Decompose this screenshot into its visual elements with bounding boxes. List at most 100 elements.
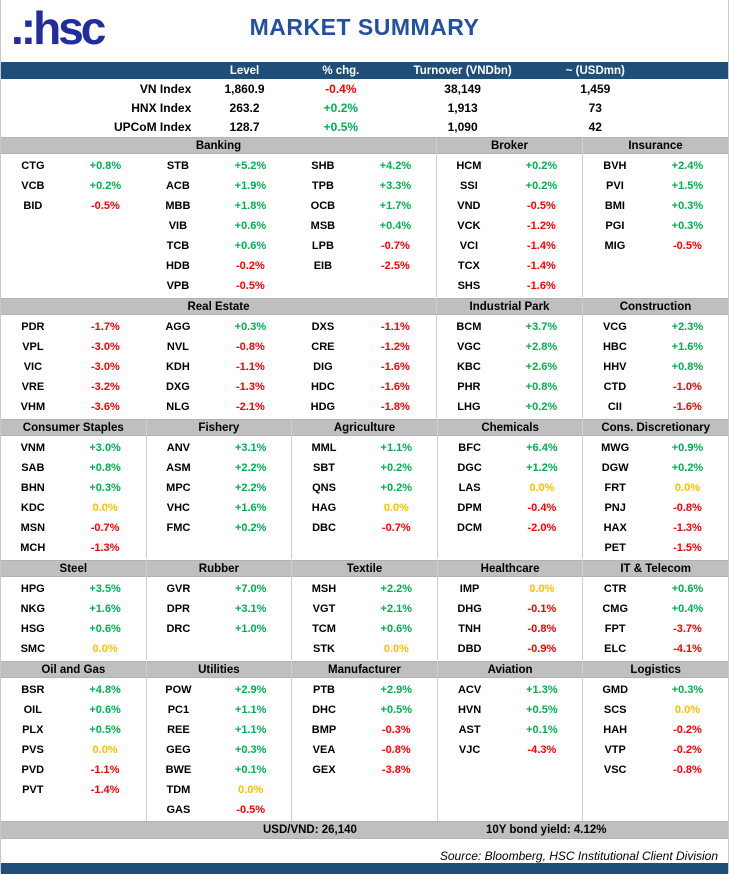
ticker-symbol: MPC	[166, 482, 191, 494]
ticker-row: MIG -0.5%	[583, 236, 728, 256]
ticker-row: DRC +1.0%	[147, 619, 292, 639]
ticker-row: HAH -0.2%	[583, 720, 728, 740]
sector-header: Manufacturer	[292, 661, 437, 678]
ticker-symbol: VCB	[21, 180, 45, 192]
sector-construction: Construction VCG +2.3% HBC +1.6% HHV +0.8% CTD -…	[582, 298, 728, 418]
ticker-row: VIC -3.0%	[1, 357, 146, 377]
ticker-change: -1.7%	[91, 321, 120, 333]
ticker-symbol: HCM	[456, 160, 482, 172]
ticker-row: TDM 0.0%	[147, 780, 292, 800]
ticker-column: PTB +2.9% DHC +0.5% BMP -0.3% VEA -0.8% GEX -3.8%	[292, 680, 437, 820]
ticker-row: CRE -1.2%	[291, 337, 436, 357]
ticker-change: 0.0%	[529, 482, 555, 494]
ticker-row: GEG +0.3%	[147, 740, 292, 760]
ticker-row: HVN +0.5%	[438, 700, 583, 720]
ticker-row: BMI +0.3%	[583, 196, 728, 216]
ticker-change: -3.2%	[91, 381, 120, 393]
index-turnover: 38,149	[444, 81, 481, 96]
sector-manufacturer: Manufacturer PTB +2.9% DHC +0.5% BMP -0.3% VEA -…	[291, 661, 437, 821]
ticker-row: SCS 0.0%	[583, 700, 728, 720]
ticker-symbol: PVS	[21, 744, 44, 756]
ticker-row: ACB +1.9%	[146, 176, 291, 196]
ticker-row: VPL -3.0%	[1, 337, 146, 357]
ticker-row: NKG +1.6%	[1, 599, 146, 619]
ticker-symbol: BMI	[604, 200, 625, 212]
ticker-change: -1.1%	[236, 361, 265, 373]
ticker-row: ANV +3.1%	[147, 438, 292, 458]
ticker-row: VTP -0.2%	[583, 740, 728, 760]
ticker-row: DCM -2.0%	[438, 518, 583, 538]
ticker-column: MML +1.1% SBT +0.2% QNS +0.2% HAG 0.0% DBC -0.7%	[292, 438, 437, 558]
ticker-change: +1.2%	[526, 462, 558, 474]
sector-textile: Textile MSH +2.2% VGT +2.1% TCM +0.6% STK 0.0%	[291, 560, 437, 660]
index-change: +0.5%	[323, 119, 359, 134]
ticker-symbol: ACB	[165, 180, 190, 192]
sector-chemicals: Chemicals BFC +6.4% DGC +1.2% LAS 0.0% DPM -0.4%…	[436, 419, 583, 559]
ticker-row: ELC -4.1%	[583, 639, 728, 659]
ticker-change: -0.7%	[381, 240, 410, 252]
ticker-change: +3.0%	[89, 442, 121, 454]
index-usd: 73	[588, 100, 602, 115]
ticker-symbol: CRE	[311, 341, 335, 353]
ticker-change: +0.2%	[89, 180, 122, 192]
sector-header: Utilities	[146, 661, 292, 678]
ticker-row: PLX +0.5%	[1, 720, 146, 740]
ticker-change: -0.2%	[673, 724, 702, 736]
ticker-row: VGT +2.1%	[292, 599, 437, 619]
ticker-symbol: BWE	[165, 764, 192, 776]
ticker-symbol: EIB	[313, 260, 333, 272]
ticker-change: -1.4%	[527, 260, 556, 272]
sector-header: Industrial Park	[437, 298, 582, 315]
ticker-change: +0.3%	[671, 684, 704, 696]
ticker-symbol: BSR	[21, 684, 45, 696]
ticker-change: +4.8%	[89, 684, 121, 696]
ticker-change: +1.7%	[379, 200, 412, 212]
ticker-change: +2.2%	[234, 482, 267, 494]
ticker-symbol: DXG	[165, 381, 190, 393]
ticker-row: FPT -3.7%	[583, 619, 728, 639]
index-name: UPCoM Index	[113, 119, 192, 134]
ticker-column: AGG +0.3% NVL -0.8% KDH -1.1% DXG -1.3% NLG -2.1%	[146, 317, 291, 417]
sector-body: MSH +2.2% VGT +2.1% TCM +0.6% STK 0.0%	[292, 577, 437, 660]
ticker-symbol: DIG	[313, 361, 333, 373]
ticker-symbol: OIL	[23, 704, 42, 716]
index-col-chg: % chg.	[322, 64, 360, 77]
ticker-column: CTG +0.8% VCB +0.2% BID -0.5%	[1, 156, 146, 296]
ticker-symbol: PVD	[21, 764, 45, 776]
sector-cons-discretionary: Cons. Discretionary MWG +0.9% DGW +0.2% FRT 0.…	[582, 419, 728, 559]
ticker-change: +0.6%	[380, 623, 413, 635]
ticker-row: PVI +1.5%	[583, 176, 728, 196]
ticker-symbol: VGT	[312, 603, 336, 615]
ticker-change: -0.1%	[527, 603, 557, 615]
ticker-row: HBC +1.6%	[583, 337, 728, 357]
ticker-column: GMD +0.3% SCS 0.0% HAH -0.2% VTP -0.2% VSC -0.8%	[583, 680, 728, 820]
ticker-symbol: DGW	[601, 462, 629, 474]
ticker-column: ACV +1.3% HVN +0.5% AST +0.1% VJC -4.3%	[438, 680, 583, 820]
report-header: .:hsc MARKET SUMMARY	[1, 0, 728, 58]
sector-body: CTR +0.6% CMG +0.4% FPT -3.7% ELC -4.1%	[583, 577, 728, 660]
ticker-symbol: PHR	[457, 381, 481, 393]
ticker-change: -1.6%	[673, 401, 702, 413]
ticker-symbol: TCX	[457, 260, 480, 272]
ticker-symbol: CMG	[602, 603, 629, 615]
ticker-column: VCG +2.3% HBC +1.6% HHV +0.8% CTD -1.0% CII -1.6%	[583, 317, 728, 417]
sector-header: Banking	[1, 137, 436, 154]
ticker-row: BFC +6.4%	[438, 438, 583, 458]
ticker-symbol: GEX	[312, 764, 336, 776]
ticker-change: +1.0%	[234, 623, 267, 635]
ticker-change: +0.2%	[525, 401, 558, 413]
ticker-symbol: KBC	[456, 361, 481, 373]
ticker-symbol: HPG	[20, 583, 45, 595]
ticker-symbol: MSH	[311, 583, 337, 595]
ticker-row: GAS -0.5%	[147, 800, 292, 820]
ticker-change: +3.3%	[379, 180, 412, 192]
sector-rubber: Rubber GVR +7.0% DPR +3.1% DRC +1.0%	[145, 560, 292, 660]
ticker-change: -2.5%	[381, 260, 410, 272]
index-level: 128.7	[229, 119, 260, 134]
ticker-change: -1.6%	[381, 361, 410, 373]
ticker-symbol: NLG	[166, 401, 190, 413]
ticker-change: -1.0%	[673, 381, 702, 393]
ticker-symbol: PLX	[22, 724, 44, 736]
ticker-row: DPM -0.4%	[438, 498, 583, 518]
sector-banking: Banking CTG +0.8% VCB +0.2% BID -0.5% STB +5.2% A…	[1, 137, 436, 297]
